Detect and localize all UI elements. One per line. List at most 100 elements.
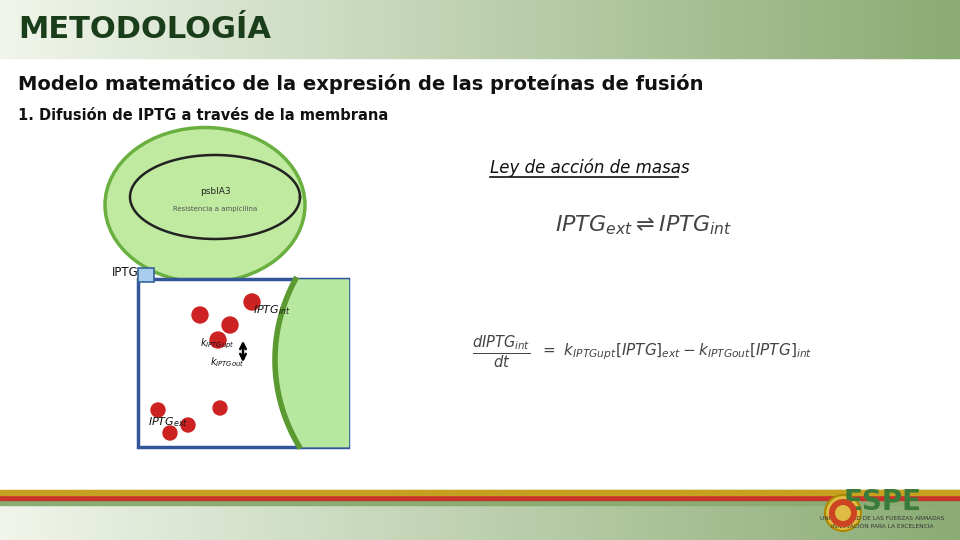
Bar — [0, 500, 960, 505]
Bar — [221, 0, 227, 58]
Bar — [427, 0, 433, 58]
Bar — [566, 490, 572, 540]
Bar — [139, 0, 145, 58]
Bar — [917, 0, 923, 58]
Bar — [658, 490, 663, 540]
Bar — [418, 0, 423, 58]
Bar — [413, 0, 419, 58]
Bar — [317, 0, 323, 58]
Bar — [686, 0, 692, 58]
Bar — [226, 490, 231, 540]
Bar — [715, 490, 721, 540]
Bar — [370, 490, 375, 540]
Bar — [514, 0, 519, 58]
Bar — [523, 490, 529, 540]
Text: $k_{IPTGupt}$: $k_{IPTGupt}$ — [200, 337, 235, 351]
Bar — [739, 0, 745, 58]
Bar — [19, 0, 25, 58]
Bar — [840, 490, 846, 540]
Bar — [883, 0, 889, 58]
Bar — [643, 0, 649, 58]
Bar — [158, 490, 164, 540]
Bar — [355, 0, 361, 58]
Bar — [547, 0, 553, 58]
Bar — [264, 0, 270, 58]
Bar — [869, 490, 875, 540]
Bar — [163, 0, 169, 58]
Bar — [211, 490, 217, 540]
Bar — [672, 0, 678, 58]
Bar — [216, 490, 222, 540]
Bar — [72, 0, 78, 58]
Bar — [470, 0, 476, 58]
Bar — [653, 490, 659, 540]
Bar — [605, 490, 611, 540]
Bar — [600, 490, 606, 540]
Bar — [878, 0, 884, 58]
Bar — [792, 490, 798, 540]
Circle shape — [181, 418, 195, 432]
Circle shape — [163, 426, 177, 440]
Bar — [120, 0, 126, 58]
Bar — [466, 0, 471, 58]
Bar — [422, 490, 428, 540]
Bar — [624, 490, 630, 540]
Bar — [82, 0, 87, 58]
Bar — [432, 0, 438, 58]
Bar — [86, 490, 92, 540]
Bar — [869, 0, 875, 58]
Bar — [581, 0, 587, 58]
Bar — [394, 490, 399, 540]
Bar — [302, 490, 308, 540]
Bar — [538, 0, 543, 58]
Bar — [178, 0, 183, 58]
Bar — [485, 490, 491, 540]
Bar — [206, 490, 212, 540]
Bar — [336, 490, 342, 540]
Bar — [547, 490, 553, 540]
Bar — [62, 490, 68, 540]
Bar — [418, 490, 423, 540]
Bar — [864, 0, 870, 58]
Bar — [134, 490, 140, 540]
Circle shape — [222, 317, 238, 333]
Bar — [43, 490, 49, 540]
Bar — [138, 279, 348, 447]
Bar — [0, 0, 6, 58]
Bar — [946, 490, 951, 540]
Bar — [96, 490, 102, 540]
Bar — [77, 490, 83, 540]
Bar — [638, 0, 644, 58]
Bar — [850, 490, 855, 540]
Bar — [34, 0, 39, 58]
Bar — [254, 490, 260, 540]
Bar — [562, 490, 567, 540]
Bar — [264, 490, 270, 540]
Bar — [691, 0, 697, 58]
Bar — [682, 0, 687, 58]
Circle shape — [825, 495, 861, 531]
Bar — [106, 0, 111, 58]
Bar — [542, 0, 548, 58]
Bar — [336, 0, 342, 58]
Bar — [125, 490, 131, 540]
Bar — [53, 0, 59, 58]
Bar — [826, 490, 831, 540]
Bar — [86, 0, 92, 58]
Bar — [677, 0, 683, 58]
Bar — [202, 0, 207, 58]
Bar — [245, 0, 251, 58]
Bar — [614, 490, 620, 540]
Bar — [446, 0, 452, 58]
Bar — [38, 0, 44, 58]
Bar — [144, 0, 150, 58]
Bar — [350, 0, 356, 58]
Bar — [374, 0, 380, 58]
Bar — [701, 490, 707, 540]
Bar — [725, 490, 731, 540]
Bar — [101, 0, 107, 58]
Bar — [830, 490, 836, 540]
Bar — [830, 0, 836, 58]
Bar — [586, 490, 591, 540]
Bar — [523, 0, 529, 58]
